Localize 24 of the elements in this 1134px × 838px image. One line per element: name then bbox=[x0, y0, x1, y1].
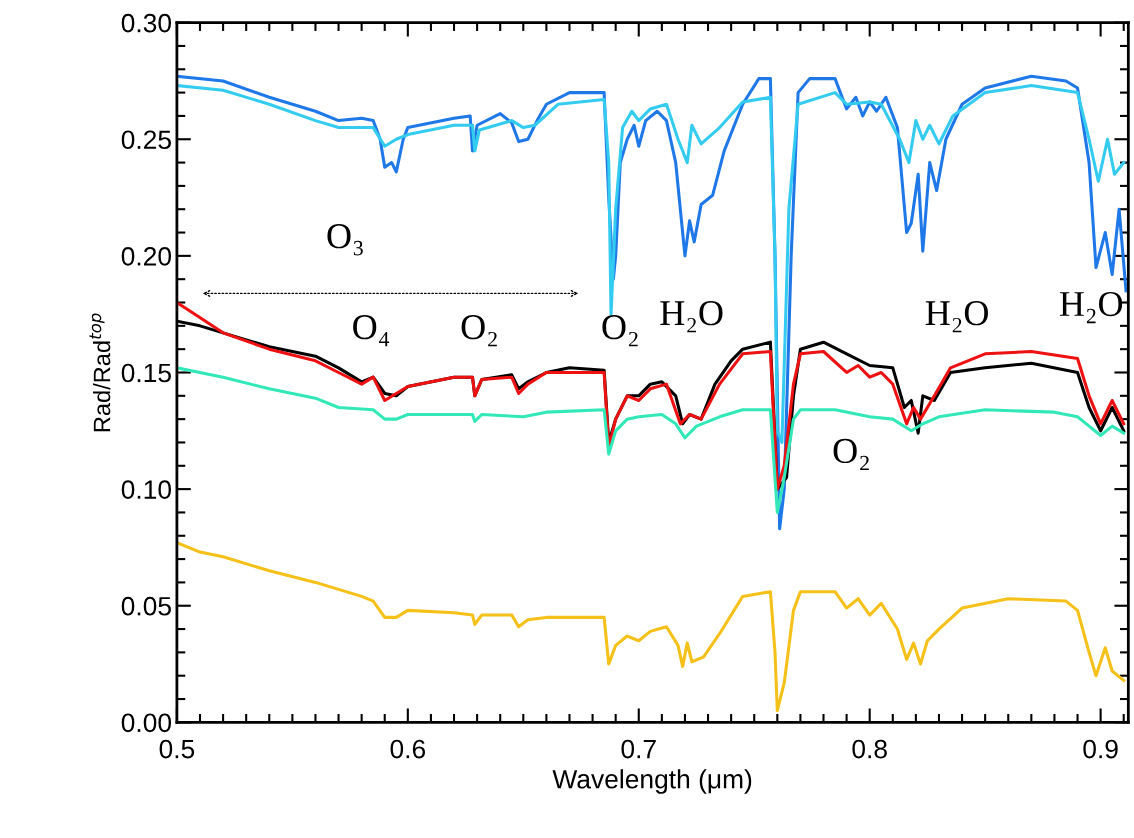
x-axis-title: Wavelength (μm) bbox=[552, 769, 752, 794]
line-series bbox=[176, 366, 1126, 514]
y-tick-label: 0.05 bbox=[121, 596, 171, 616]
y-axis-title: Rad/Rad$^{top}$ bbox=[89, 313, 111, 432]
annotation: H₂O bbox=[925, 301, 988, 333]
x-tick-label: 0.5 bbox=[159, 739, 195, 759]
annotation: O₂ bbox=[461, 315, 497, 347]
y-tick-label: 0.30 bbox=[121, 13, 172, 33]
annotation: O₃ bbox=[327, 224, 363, 256]
x-tick-label: 0.7 bbox=[621, 739, 656, 759]
y-tick-label: 0.20 bbox=[121, 247, 172, 266]
annotation: O₂ bbox=[833, 438, 869, 471]
x-tick-label: 0.6 bbox=[390, 739, 426, 759]
line-series bbox=[176, 541, 1126, 713]
annotation: H₂O bbox=[660, 301, 723, 333]
annotation: O₂ bbox=[602, 315, 638, 347]
x-tick-label: 0.8 bbox=[852, 739, 887, 759]
y-tick-label: 0.15 bbox=[121, 363, 171, 383]
x-tick-label: 0.9 bbox=[1083, 739, 1118, 759]
y-tick-label: 0.00 bbox=[121, 713, 172, 733]
annotation: H₂O bbox=[1059, 291, 1123, 324]
annotation: O₄ bbox=[353, 315, 390, 347]
y-tick-label: 0.25 bbox=[121, 130, 171, 150]
y-tick-label: 0.10 bbox=[121, 480, 172, 499]
